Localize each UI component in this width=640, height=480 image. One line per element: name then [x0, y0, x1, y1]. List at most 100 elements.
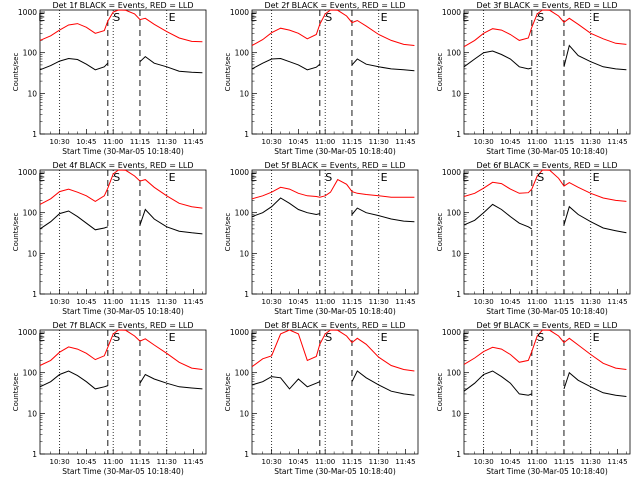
series-line-events: [563, 371, 627, 397]
series-line-events: [463, 370, 532, 396]
x-tick-label: 10:45: [500, 138, 520, 146]
x-tick-label: 11:45: [395, 298, 415, 306]
chart-panel-2: Det 2f BLACK = Events, RED = LLD 1 10 100 10…: [224, 1, 419, 156]
x-tick-label: 11:00: [527, 298, 547, 306]
series-line-events: [39, 57, 109, 71]
x-tick-label: 11:15: [130, 298, 150, 306]
x-tick-label: 11:30: [369, 298, 389, 306]
series-line-events: [251, 376, 320, 390]
y-tick-label: 100: [235, 209, 250, 218]
chart-title: Det 5f BLACK = Events, RED = LLD: [264, 161, 405, 170]
y-tick-label: 100: [23, 369, 38, 378]
x-tick-label: 11:00: [315, 138, 335, 146]
plot-frame: [251, 9, 419, 135]
x-tick-label: 11:45: [183, 298, 203, 306]
x-tick-label: 11:15: [342, 298, 362, 306]
series-line-lld: [251, 9, 415, 46]
x-tick-label: 11:15: [342, 138, 362, 146]
y-tick-label: 1000: [18, 328, 37, 337]
marker-label-S: S: [113, 331, 120, 344]
x-tick-label: 11:30: [581, 138, 601, 146]
x-tick-label: 10:30: [474, 138, 494, 146]
marker-label-E: E: [250, 171, 257, 184]
y-tick-label: 1: [244, 130, 249, 139]
x-tick-label: 11:45: [183, 458, 203, 466]
x-tick-label: 10:45: [288, 138, 308, 146]
x-tick-label: 11:00: [527, 458, 547, 466]
series-line-lld: [39, 9, 203, 43]
chart-panel-5: Det 5f BLACK = Events, RED = LLD 1 10 100 10…: [224, 161, 419, 316]
y-tick-label: 1000: [442, 168, 461, 177]
plot-frame: [251, 169, 419, 295]
chart-panel-8: Det 8f BLACK = Events, RED = LLD 1 10 100 10…: [224, 321, 419, 476]
series-line-events: [39, 210, 108, 231]
x-tick-label: 11:30: [369, 138, 389, 146]
chart-title: Det 8f BLACK = Events, RED = LLD: [264, 321, 405, 330]
y-tick-label: 100: [23, 49, 38, 58]
x-tick-label: 10:45: [500, 458, 520, 466]
marker-label-E: E: [169, 171, 176, 184]
x-tick-label: 11:15: [342, 458, 362, 466]
x-tick-label: 11:15: [130, 458, 150, 466]
chart-title: Det 9f BLACK = Events, RED = LLD: [476, 321, 617, 330]
series-line-events: [351, 370, 415, 396]
x-tick-label: 11:00: [103, 458, 123, 466]
plot-frame: [39, 9, 207, 135]
y-axis-label: Counts/sec: [12, 373, 20, 412]
x-tick-label: 11:45: [395, 458, 415, 466]
y-tick-label: 100: [235, 49, 250, 58]
y-tick-label: 1000: [18, 8, 37, 17]
x-tick-label: 11:15: [554, 298, 574, 306]
plot-frame: [463, 9, 631, 135]
marker-label-S: S: [537, 331, 544, 344]
series-line-events: [351, 58, 415, 72]
y-tick-label: 10: [27, 249, 37, 258]
y-tick-label: 1000: [18, 168, 37, 177]
series-line-events: [351, 207, 415, 223]
x-axis-label: Start Time (30-Mar-05 10:18:40): [62, 467, 184, 476]
y-tick-label: 1: [244, 290, 249, 299]
x-axis-label: Start Time (30-Mar-05 10:18:40): [274, 307, 396, 316]
marker-label-E: E: [38, 11, 45, 24]
y-axis-label: Counts/sec: [12, 53, 20, 92]
marker-label-E: E: [250, 11, 257, 24]
y-tick-label: 10: [239, 409, 249, 418]
x-tick-label: 11:45: [395, 138, 415, 146]
series-line-lld: [463, 9, 627, 48]
chart-panel-6: Det 6f BLACK = Events, RED = LLD 1 10 100 10…: [436, 161, 631, 316]
series-line-events: [563, 44, 627, 71]
series-line-events: [463, 50, 532, 70]
x-tick-label: 11:45: [183, 138, 203, 146]
series-line-lld: [463, 329, 627, 370]
y-tick-label: 1: [244, 450, 249, 459]
x-axis-label: Start Time (30-Mar-05 10:18:40): [274, 147, 396, 156]
chart-title: Det 2f BLACK = Events, RED = LLD: [264, 1, 405, 10]
y-axis-label: Counts/sec: [224, 373, 232, 412]
x-axis-label: Start Time (30-Mar-05 10:18:40): [62, 307, 184, 316]
series-line-events: [463, 203, 533, 230]
y-axis-label: Counts/sec: [224, 53, 232, 92]
chart-title: Det 4f BLACK = Events, RED = LLD: [52, 161, 193, 170]
marker-label-E: E: [593, 171, 600, 184]
series-line-events: [139, 55, 203, 74]
x-tick-label: 11:30: [157, 458, 177, 466]
x-tick-label: 11:15: [554, 138, 574, 146]
marker-label-E: E: [250, 331, 257, 344]
x-axis-label: Start Time (30-Mar-05 10:18:40): [486, 467, 608, 476]
x-axis-label: Start Time (30-Mar-05 10:18:40): [274, 467, 396, 476]
x-tick-label: 10:30: [262, 458, 282, 466]
x-tick-label: 11:30: [157, 138, 177, 146]
y-tick-label: 10: [239, 249, 249, 258]
marker-label-E: E: [381, 11, 388, 24]
marker-label-S: S: [325, 11, 332, 24]
series-line-events: [139, 373, 203, 390]
y-tick-label: 10: [451, 249, 461, 258]
y-tick-label: 1: [32, 290, 37, 299]
y-tick-label: 10: [27, 89, 37, 98]
x-tick-label: 10:45: [76, 458, 96, 466]
y-tick-label: 1000: [442, 8, 461, 17]
series-line-lld: [251, 178, 415, 200]
y-tick-label: 1: [456, 290, 461, 299]
chart-panel-4: Det 4f BLACK = Events, RED = LLD 1 10 100 10…: [12, 161, 207, 316]
